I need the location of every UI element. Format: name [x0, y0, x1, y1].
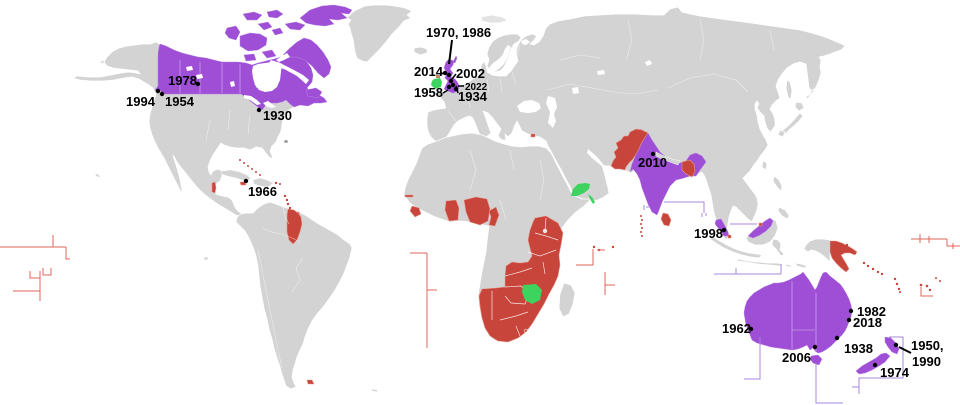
svg-text:2014: 2014 [414, 64, 444, 79]
svg-text:1978: 1978 [168, 73, 197, 88]
svg-text:1990: 1990 [912, 354, 941, 369]
svg-text:1938: 1938 [844, 341, 873, 356]
svg-text:1962: 1962 [722, 321, 751, 336]
svg-text:2018: 2018 [853, 315, 882, 330]
svg-text:2022: 2022 [465, 82, 488, 93]
svg-text:2006: 2006 [782, 350, 811, 365]
svg-text:1994: 1994 [126, 94, 156, 109]
svg-text:1966: 1966 [248, 184, 277, 199]
svg-text:1958: 1958 [414, 85, 443, 100]
svg-text:1982: 1982 [857, 304, 886, 319]
svg-text:1974: 1974 [880, 365, 910, 380]
svg-text:2002: 2002 [456, 66, 485, 81]
svg-text:1998: 1998 [694, 226, 723, 241]
svg-text:1954: 1954 [165, 94, 195, 109]
svg-text:1950,: 1950, [911, 338, 944, 353]
svg-text:1934: 1934 [458, 89, 488, 104]
svg-text:1970, 1986: 1970, 1986 [426, 25, 491, 40]
svg-text:1930: 1930 [263, 108, 292, 123]
svg-text:2010: 2010 [638, 155, 667, 170]
